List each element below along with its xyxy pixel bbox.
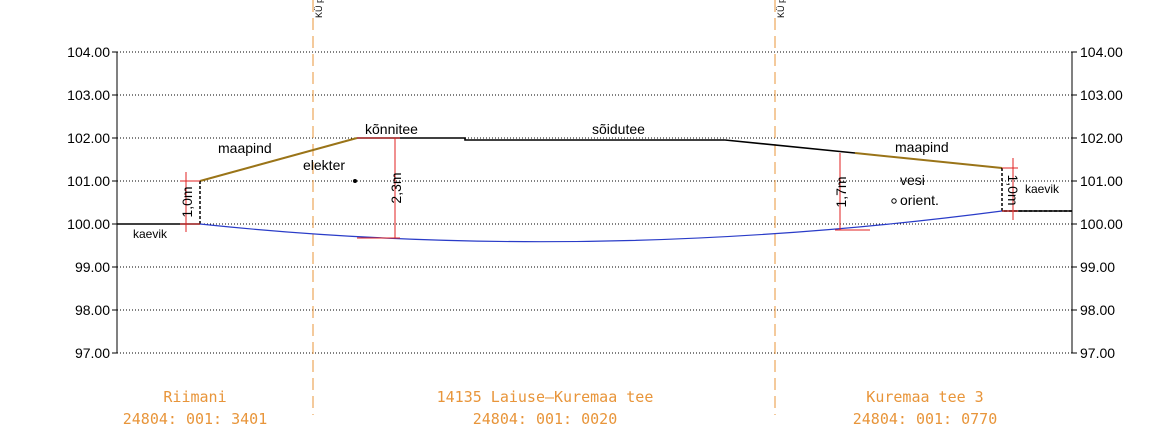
axis-label: 103.00 — [1080, 87, 1123, 103]
axis-label: 97.00 — [75, 345, 110, 361]
axis-label: 102.00 — [67, 130, 110, 146]
label: maapind — [895, 139, 949, 155]
utility-point — [353, 179, 357, 183]
label: elekter — [303, 157, 345, 173]
dimension-label: 1,0m — [1005, 174, 1021, 205]
dimension-label: 1,7m — [833, 176, 849, 207]
ground-line — [854, 152, 1003, 169]
axis-label: 103.00 — [67, 87, 110, 103]
axis-label: 98.00 — [1080, 302, 1115, 318]
label: maapind — [218, 140, 272, 156]
axis-label: 99.00 — [1080, 259, 1115, 275]
axis-label: 101.00 — [1080, 173, 1123, 189]
parcel-code: 24804: 001: 3401 — [123, 410, 268, 428]
parcel-code: 24804: 001: 0020 — [473, 410, 618, 428]
dimensions — [180, 137, 1018, 239]
axis-label: 97.00 — [1080, 345, 1115, 361]
dimension-label: 2,3m — [388, 172, 404, 203]
axis-label: 98.00 — [75, 302, 110, 318]
utility-point — [891, 198, 897, 204]
boundary-label: KÜ piir — [776, 0, 786, 18]
road-line — [357, 137, 856, 154]
label: sõidutee — [592, 121, 645, 137]
grid: 104.00 104.00 103.00 103.00 102.00 102.00 101.… — [67, 44, 1123, 361]
parcel-name: 14135 Laiuse—Kuremaa tee — [437, 388, 654, 406]
label: orient. — [900, 192, 939, 208]
axis-label: 100.00 — [67, 216, 110, 232]
boundary-label: KÜ piir — [314, 0, 324, 18]
parcel-name: Riimani — [163, 388, 226, 406]
label: vesi — [900, 172, 925, 188]
dimension-label: 1,0m — [179, 186, 195, 217]
axis-label: 102.00 — [1080, 130, 1123, 146]
label: kaevik — [133, 227, 168, 241]
parcel-name: Kuremaa tee 3 — [866, 388, 983, 406]
axis-label: 100.00 — [1080, 216, 1123, 232]
axis-label: 104.00 — [67, 44, 110, 60]
ground-line — [199, 137, 358, 182]
axis-label: 104.00 — [1080, 44, 1123, 60]
parcel-code: 24804: 001: 0770 — [853, 410, 998, 428]
pipe-line — [199, 210, 1003, 243]
label: kaevik — [1025, 182, 1060, 196]
axis-label: 99.00 — [75, 259, 110, 275]
axis-label: 101.00 — [67, 173, 110, 189]
label: kõnnitee — [365, 121, 418, 137]
